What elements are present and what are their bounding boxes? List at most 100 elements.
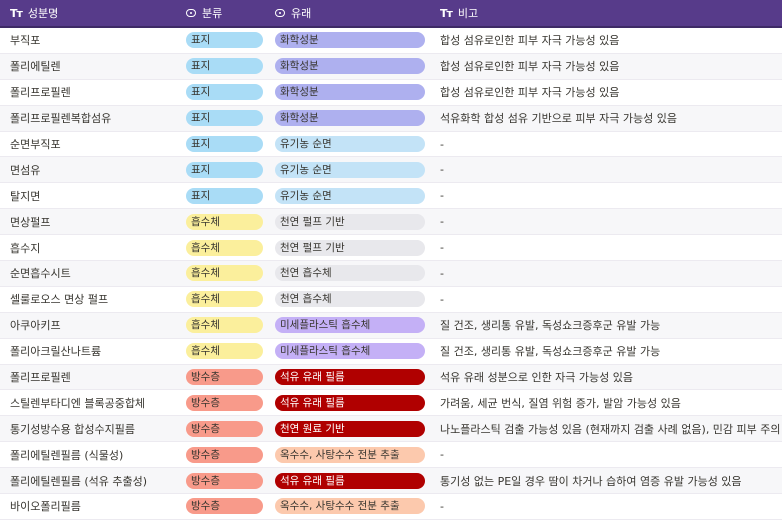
category-cell[interactable]: 표지 <box>180 136 268 152</box>
origin-cell[interactable]: 천연 원료 기반 <box>268 420 432 437</box>
name-cell[interactable]: 폴리아크릴산나트륨 <box>0 343 180 359</box>
category-cell[interactable]: 흡수체 <box>180 317 268 334</box>
name-cell[interactable]: 폴리프로필렌 <box>0 369 180 385</box>
note-cell[interactable]: 석유 유래 성분으로 인한 자극 가능성 있음 <box>432 369 782 385</box>
column-header-origin[interactable]: 유래 <box>268 5 432 21</box>
name-cell[interactable]: 폴리에틸렌 <box>0 58 180 74</box>
name-cell[interactable]: 폴리에틸렌필름 (식물성) <box>0 447 180 463</box>
name-cell[interactable]: 면상펄프 <box>0 214 180 230</box>
note-cell[interactable]: - <box>432 448 782 461</box>
category-cell[interactable]: 표지 <box>180 32 268 49</box>
note-cell[interactable]: - <box>432 267 782 280</box>
origin-cell[interactable]: 화학성분 <box>268 84 432 101</box>
origin-cell[interactable]: 천연 펄프 기반 <box>268 239 432 256</box>
origin-cell[interactable]: 천연 펄프 기반 <box>268 213 432 230</box>
name-cell[interactable]: 면섬유 <box>0 162 180 178</box>
table-row[interactable]: 폴리프로필렌 방수층 석유 유래 필름 석유 유래 성분으로 인한 자극 가능성 있음 <box>0 364 782 391</box>
origin-cell[interactable]: 미세플라스틱 흡수체 <box>268 343 432 360</box>
category-cell[interactable]: 표지 <box>180 187 268 204</box>
note-cell[interactable]: 질 건조, 생리통 유발, 독성쇼크증후군 유발 가능 <box>432 317 782 333</box>
name-cell[interactable]: 흡수지 <box>0 240 180 256</box>
category-cell[interactable]: 방수층 <box>180 498 268 515</box>
column-header-name[interactable]: Tт 성분명 <box>0 5 180 21</box>
name-cell[interactable]: 셀룰로오스 면상 펄프 <box>0 291 180 307</box>
name-cell[interactable]: 스틸렌부타디엔 블록공중합체 <box>0 395 180 411</box>
table-row[interactable]: 아쿠아키프 흡수체 미세플라스틱 흡수체 질 건조, 생리통 유발, 독성쇼크증후군 … <box>0 312 782 339</box>
origin-cell[interactable]: 미세플라스틱 흡수체 <box>268 317 432 334</box>
origin-cell[interactable]: 옥수수, 사탕수수 전분 추출 <box>268 498 432 515</box>
category-cell[interactable]: 방수층 <box>180 446 268 463</box>
name-cell[interactable]: 폴리에틸렌필름 (석유 추출성) <box>0 473 180 489</box>
table-row[interactable]: 폴리프로필렌복합섬유 표지 화학성분 석유화학 합성 섬유 기반으로 피부 자극 가능… <box>0 105 782 132</box>
note-cell[interactable]: - <box>432 500 782 513</box>
table-row[interactable]: 폴리에틸렌필름 (식물성) 방수층 옥수수, 사탕수수 전분 추출 - <box>0 442 782 469</box>
category-cell[interactable]: 방수층 <box>180 420 268 437</box>
category-cell[interactable]: 표지 <box>180 161 268 178</box>
note-cell[interactable]: 합성 섬유로인한 피부 자극 가능성 있음 <box>432 32 782 48</box>
category-cell[interactable]: 흡수체 <box>180 343 268 360</box>
table-row[interactable]: 폴리프로필렌 표지 화학성분 합성 섬유로인한 피부 자극 가능성 있음 <box>0 79 782 106</box>
origin-cell[interactable]: 천연 흡수체 <box>268 265 432 282</box>
name-cell[interactable]: 통기성방수용 합성수지필름 <box>0 421 180 437</box>
table-row[interactable]: 폴리에틸렌 표지 화학성분 합성 섬유로인한 피부 자극 가능성 있음 <box>0 53 782 80</box>
origin-cell[interactable]: 화학성분 <box>268 32 432 49</box>
note-cell[interactable]: 통기성 없는 PE일 경우 땀이 차거나 습하여 염증 유발 가능성 있음 <box>432 473 782 489</box>
origin-cell[interactable]: 석유 유래 필름 <box>268 369 432 386</box>
name-cell[interactable]: 아쿠아키프 <box>0 317 180 333</box>
table-row[interactable]: 면상펄프 흡수체 천연 펄프 기반 - <box>0 209 782 236</box>
name-cell[interactable]: 부직포 <box>0 32 180 48</box>
table-row[interactable]: 면섬유 표지 유기농 순면 - <box>0 157 782 184</box>
note-cell[interactable]: 석유화학 합성 섬유 기반으로 피부 자극 가능성 있음 <box>432 110 782 126</box>
name-cell[interactable]: 순면부직포 <box>0 136 180 152</box>
origin-cell[interactable]: 옥수수, 사탕수수 전분 추출 <box>268 446 432 463</box>
table-row[interactable]: 스틸렌부타디엔 블록공중합체 방수층 석유 유래 필름 가려움, 세균 번식, 질염 … <box>0 390 782 417</box>
note-cell[interactable]: - <box>432 138 782 151</box>
origin-cell[interactable]: 천연 흡수체 <box>268 291 432 308</box>
note-cell[interactable]: - <box>432 293 782 306</box>
name-cell[interactable]: 탈지면 <box>0 188 180 204</box>
category-cell[interactable]: 흡수체 <box>180 239 268 256</box>
note-cell[interactable]: 나노플라스틱 검출 가능성 있음 (현재까지 검출 사례 없음), 민감 피부 … <box>432 421 782 437</box>
note-cell[interactable]: - <box>432 215 782 228</box>
note-cell[interactable]: 합성 섬유로인한 피부 자극 가능성 있음 <box>432 84 782 100</box>
category-cell[interactable]: 방수층 <box>180 472 268 489</box>
note-cell[interactable]: - <box>432 189 782 202</box>
note-cell[interactable]: - <box>432 241 782 254</box>
note-cell[interactable]: 가려움, 세균 번식, 질염 위험 증가, 발암 가능성 있음 <box>432 395 782 411</box>
table-row[interactable]: 폴리아크릴산나트륨 흡수체 미세플라스틱 흡수체 질 건조, 생리통 유발, 독성쇼크… <box>0 338 782 365</box>
note-cell[interactable]: 합성 섬유로인한 피부 자극 가능성 있음 <box>432 58 782 74</box>
category-cell[interactable]: 흡수체 <box>180 265 268 282</box>
origin-cell[interactable]: 석유 유래 필름 <box>268 394 432 411</box>
table-row[interactable]: 흡수지 흡수체 천연 펄프 기반 - <box>0 235 782 262</box>
column-header-note[interactable]: Tт 비고 <box>432 5 782 21</box>
origin-cell[interactable]: 유기농 순면 <box>268 161 432 178</box>
note-cell[interactable]: - <box>432 163 782 176</box>
table-row[interactable]: 폴리에틸렌필름 (석유 추출성) 방수층 석유 유래 필름 통기성 없는 PE일 경우… <box>0 468 782 495</box>
table-row[interactable]: 순면흡수시트 흡수체 천연 흡수체 - <box>0 261 782 287</box>
table-row[interactable]: 바이오폴리필름 방수층 옥수수, 사탕수수 전분 추출 - <box>0 494 782 520</box>
table-row[interactable]: 탈지면 표지 유기농 순면 - <box>0 183 782 210</box>
origin-cell[interactable]: 석유 유래 필름 <box>268 472 432 489</box>
category-cell[interactable]: 표지 <box>180 110 268 127</box>
origin-cell[interactable]: 유기농 순면 <box>268 136 432 152</box>
origin-cell[interactable]: 화학성분 <box>268 110 432 127</box>
name-cell[interactable]: 순면흡수시트 <box>0 265 180 281</box>
table-row[interactable]: 순면부직포 표지 유기농 순면 - <box>0 131 782 158</box>
name-cell[interactable]: 폴리프로필렌 <box>0 84 180 100</box>
origin-cell[interactable]: 화학성분 <box>268 58 432 75</box>
name-text: 폴리에틸렌 <box>10 60 61 74</box>
category-cell[interactable]: 방수층 <box>180 369 268 386</box>
column-header-category[interactable]: 분류 <box>180 5 268 21</box>
table-row[interactable]: 부직포 표지 화학성분 합성 섬유로인한 피부 자극 가능성 있음 <box>0 28 782 54</box>
table-row[interactable]: 셀룰로오스 면상 펄프 흡수체 천연 흡수체 - <box>0 286 782 313</box>
table-row[interactable]: 통기성방수용 합성수지필름 방수층 천연 원료 기반 나노플라스틱 검출 가능성 있음… <box>0 416 782 443</box>
origin-cell[interactable]: 유기농 순면 <box>268 187 432 204</box>
category-cell[interactable]: 흡수체 <box>180 213 268 230</box>
category-cell[interactable]: 표지 <box>180 58 268 75</box>
category-cell[interactable]: 표지 <box>180 84 268 101</box>
category-cell[interactable]: 방수층 <box>180 394 268 411</box>
name-cell[interactable]: 폴리프로필렌복합섬유 <box>0 110 180 126</box>
name-cell[interactable]: 바이오폴리필름 <box>0 498 180 514</box>
category-cell[interactable]: 흡수체 <box>180 291 268 308</box>
note-cell[interactable]: 질 건조, 생리통 유발, 독성쇼크증후군 유발 가능 <box>432 343 782 359</box>
